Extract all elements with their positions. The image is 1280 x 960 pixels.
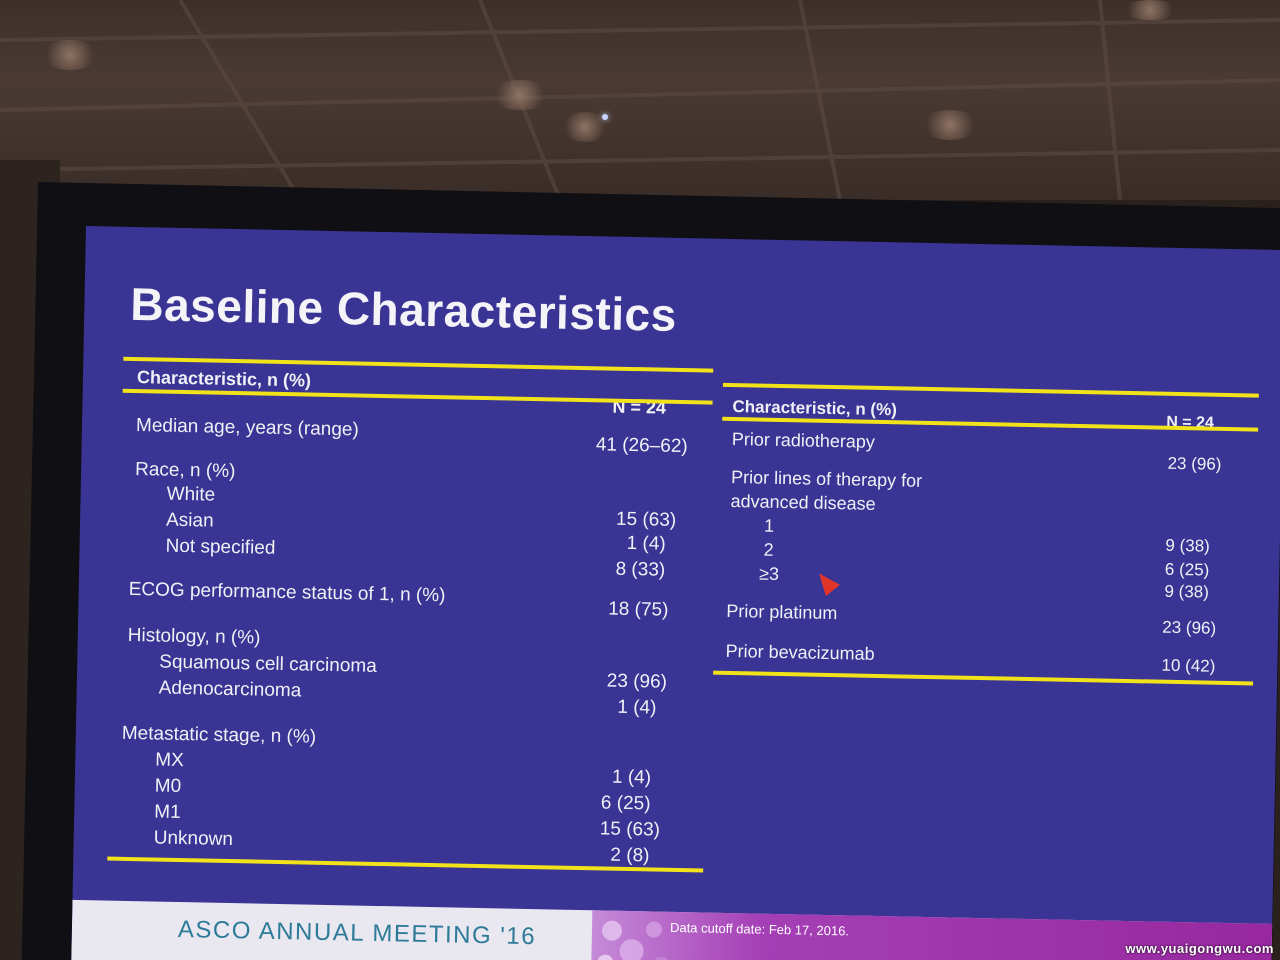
left-row-value: 18 (75) — [608, 598, 669, 621]
ceiling — [0, 0, 1280, 200]
left-row-label: ECOG performance status of 1, n (%) — [128, 578, 446, 607]
left-row-label: Squamous cell carcinoma — [159, 651, 377, 677]
left-table-header-label: Characteristic, n (%) — [136, 367, 312, 391]
ceiling-light — [1120, 0, 1180, 20]
slide-title: Baseline Characteristics — [129, 277, 678, 341]
slide-footer: ASCO ANNUAL MEETING '16 Data cutoff date… — [71, 899, 1273, 960]
left-row-value: 15 (63) — [615, 508, 677, 531]
right-row-label: Prior radiotherapy — [731, 429, 876, 452]
left-row-value: 8 (33) — [615, 558, 666, 581]
left-row-label: Adenocarcinoma — [158, 677, 302, 702]
right-table-top-rule — [722, 382, 1259, 398]
left-row-value: 23 (96) — [606, 670, 668, 693]
right-row-value: 10 (42) — [1161, 655, 1216, 676]
right-row-label: 1 — [763, 515, 775, 536]
right-row-label: ≥3 — [758, 563, 780, 584]
right-row-value: 23 (96) — [1167, 453, 1222, 474]
left-row-value: 2 (8) — [610, 844, 650, 867]
right-row-label: Prior bevacizumab — [725, 640, 875, 664]
left-row-value: 1 (4) — [617, 696, 657, 719]
ceiling-light — [40, 40, 100, 70]
ceiling-light — [920, 110, 980, 140]
left-row-label: Race, n (%) — [134, 459, 236, 483]
left-row-value: 1 (4) — [611, 766, 652, 789]
right-row-label: Prior platinum — [726, 600, 838, 624]
left-row-label: Asian — [165, 509, 214, 532]
left-row-value: 6 (25) — [600, 792, 651, 815]
right-row-value: 9 (38) — [1164, 581, 1210, 602]
left-row-label: MX — [155, 749, 185, 772]
right-row-value: 23 (96) — [1162, 617, 1217, 638]
projector-light — [602, 114, 608, 120]
left-row-label: Not specified — [165, 535, 276, 559]
right-row-label: 2 — [763, 539, 774, 560]
left-row-label: M0 — [154, 775, 182, 798]
right-row-value: 9 (38) — [1165, 535, 1210, 556]
ceiling-light — [490, 80, 550, 110]
conference-brand: ASCO ANNUAL MEETING '16 — [177, 915, 537, 951]
watermark: www.yuaigongwu.com — [1125, 941, 1274, 956]
left-row-value: 41 (26–62) — [595, 434, 688, 458]
left-row-label: White — [166, 483, 216, 506]
left-row-value: 15 (63) — [599, 818, 661, 841]
left-row-label: Median age, years (range) — [135, 415, 360, 441]
left-row-label: Unknown — [153, 827, 234, 851]
right-row-label: Prior lines of therapy for — [730, 466, 923, 491]
left-row-label: Histology, n (%) — [127, 624, 261, 649]
ceiling-grid — [0, 0, 1280, 200]
laser-pointer-icon — [812, 567, 840, 597]
right-row-label: advanced disease — [730, 490, 876, 514]
ceiling-light — [560, 112, 610, 142]
presentation-slide: Baseline Characteristics Characteristic,… — [71, 226, 1280, 960]
right-row-value: 6 (25) — [1164, 559, 1210, 580]
left-row-label: M1 — [154, 801, 181, 824]
left-row-label: Metastatic stage, n (%) — [121, 722, 317, 748]
molecule-graphic-icon — [597, 920, 671, 960]
left-row-value: 1 (4) — [626, 532, 666, 555]
